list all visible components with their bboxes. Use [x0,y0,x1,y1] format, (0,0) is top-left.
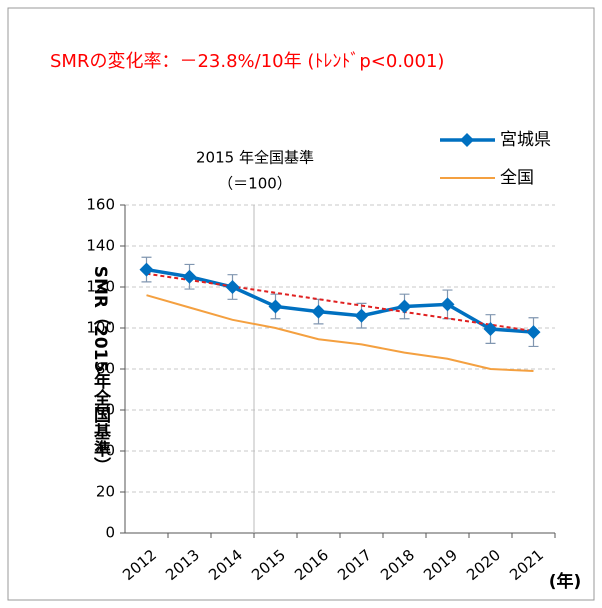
y-tick-label: 80 [96,360,115,378]
y-tick-label: 40 [96,442,115,460]
series-line [146,267,534,334]
series-line [146,294,534,373]
marker [268,299,283,314]
y-tick-label: 160 [86,196,115,214]
legend-label: 宮城県 [500,130,551,150]
y-tick-label: 20 [96,483,115,501]
marker [311,304,326,319]
y-tick-label: 140 [86,237,115,255]
legend-marker [460,133,474,147]
annotation: （＝100） [218,175,292,193]
x-unit: (年) [549,571,582,592]
y-tick-label: 100 [86,319,115,337]
marker [440,297,455,312]
frame [7,7,595,601]
marker [526,325,541,340]
y-tick-label: 60 [96,401,115,419]
marker [182,269,197,284]
marker [483,322,498,337]
marker [225,280,240,294]
y-tick-label: 120 [86,278,115,296]
y-tick-label: 0 [105,524,115,542]
annotation: 2015 年全国基準 [196,149,314,167]
marker [139,262,154,277]
chart-title: SMRの変化率：－23.8%/10年 (ﾄﾚﾝﾄﾞp<0.001) [50,51,444,72]
legend-label: 全国 [500,168,534,188]
marker [354,308,369,323]
trendline [146,272,534,333]
y-axis-label: SMR（2015年全国基準） [90,266,112,475]
marker [397,299,412,314]
